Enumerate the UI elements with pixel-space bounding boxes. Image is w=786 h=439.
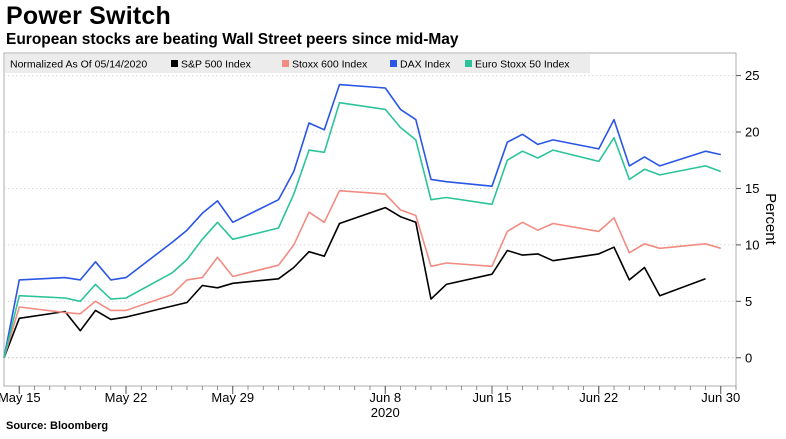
y-axis-label: Percent (762, 193, 779, 246)
legend-entry: S&P 500 Index (181, 59, 252, 71)
legend-swatch (390, 60, 397, 67)
x-year-label: 2020 (371, 405, 400, 420)
chart-subtitle: European stocks are beating Wall Street … (6, 31, 459, 48)
y-tick-label: 25 (745, 68, 759, 83)
legend-entry: Euro Stoxx 50 Index (475, 59, 570, 71)
legend-note: Normalized As Of 05/14/2020 (10, 59, 147, 71)
series-line-3 (3, 101, 722, 358)
y-tick-label: 0 (745, 350, 752, 365)
y-tick-label: 10 (745, 237, 759, 252)
legend-entry: Stoxx 600 Index (292, 59, 368, 71)
source-note: Source: Bloomberg (6, 420, 109, 432)
y-tick-label: 20 (745, 125, 759, 140)
x-tick-label: Jun 30 (701, 390, 740, 405)
plot-area (3, 52, 737, 387)
x-tick-label: Jun 22 (579, 390, 618, 405)
y-tick-label: 15 (745, 181, 759, 196)
series-lines (3, 83, 722, 359)
x-tick-label: May 29 (211, 390, 254, 405)
legend-entry: DAX Index (400, 59, 451, 71)
x-tick-label: Jun 15 (472, 390, 511, 405)
chart-title: Power Switch (6, 2, 171, 30)
y-tick-label: 5 (745, 294, 752, 309)
x-tick-label: May 22 (105, 390, 148, 405)
legend-swatch (282, 60, 289, 67)
legend-swatch (465, 60, 472, 67)
legend-swatch (171, 60, 178, 67)
legend-box (5, 54, 590, 73)
x-tick-label: Jun 8 (369, 390, 401, 405)
series-line-2 (3, 83, 721, 358)
series-line-0 (3, 206, 706, 359)
series-line-1 (3, 189, 722, 359)
legend: Normalized As Of 05/14/2020 S&P 500 Index… (5, 54, 590, 73)
x-tick-label: May 15 (0, 390, 41, 405)
